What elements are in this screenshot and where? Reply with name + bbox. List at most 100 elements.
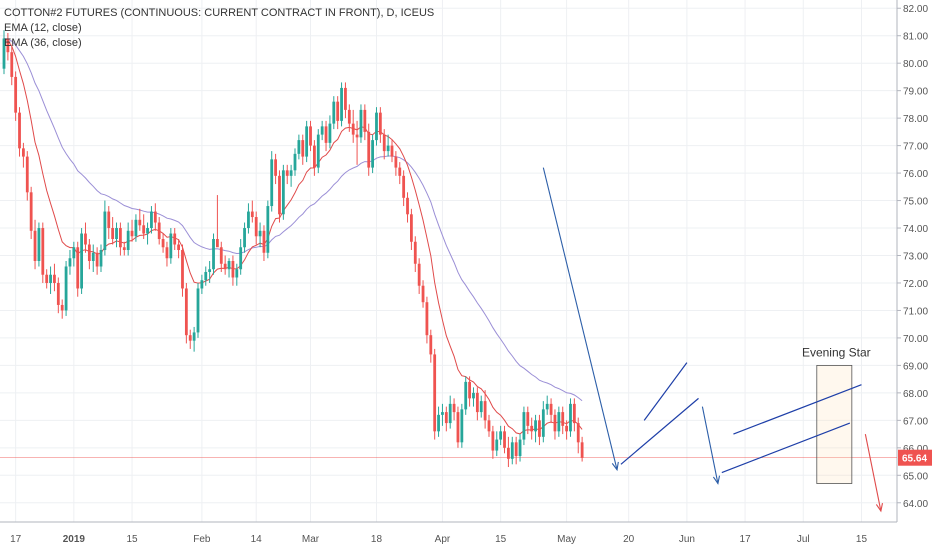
candle-body [56,282,60,305]
evening-star-label: Evening Star [802,345,871,359]
candle-body [413,241,417,264]
candle-body [80,233,83,289]
x-tick-label: 2019 [63,534,86,545]
last-price-badge [898,449,932,466]
candle-body [227,261,231,270]
candle-body [14,76,18,113]
x-tick-label: Feb [193,534,211,545]
candle-body [173,233,177,245]
chart-title: COTTON#2 FUTURES (CONTINUOUS: CURRENT CO… [4,7,435,19]
candle-body [223,263,227,270]
candle-body [394,156,398,168]
candle-body [382,134,386,152]
candle-body [483,401,487,421]
y-tick-label: 72.00 [903,279,928,290]
y-tick-label: 74.00 [903,224,928,235]
arrow-down-1-head [611,461,619,472]
candle-body [417,263,421,286]
candle-body [375,112,378,141]
candle-body [181,250,184,289]
candle-body [33,230,37,261]
candle-body [111,228,115,240]
candle-body [580,442,584,458]
candle-body [351,123,355,135]
candle-body [262,230,266,253]
candle-body [359,109,363,138]
candle-body [328,123,332,143]
y-tick-label: 68.00 [903,389,928,400]
candle-body [281,170,285,215]
x-tick-label: Apr [435,534,451,545]
y-tick-label: 81.00 [903,32,928,43]
candle-body [347,109,351,124]
candle-body [64,266,68,311]
ema-36-line [3,38,583,402]
candle-body [165,247,169,259]
candle-body [464,381,468,410]
candle-body [243,228,246,248]
candle-body [363,109,367,132]
candle-body [278,175,281,215]
legend-ema-12: EMA (12, close) [4,22,82,34]
x-tick-label: 17 [740,534,752,545]
x-tick-label: 17 [10,534,22,545]
x-tick-label: 20 [623,534,635,545]
x-tick-label: Jun [679,534,695,545]
candle-body [130,230,134,237]
candle-body [247,211,250,229]
candle-body [95,252,99,267]
candle-body [270,159,274,207]
candle-body [444,412,448,424]
candle-body [188,335,192,341]
candle-body [216,239,219,248]
candle-body [340,87,343,121]
candle-body [499,431,503,440]
candle-body [576,423,580,443]
candle-body [336,101,340,121]
candle-body [138,219,142,226]
candle-body [231,261,235,278]
candle-body [146,228,149,234]
y-tick-label: 65.00 [903,471,928,482]
y-tick-label: 73.00 [903,252,928,263]
x-tick-label: 15 [126,534,138,545]
x-tick-label: 15 [495,534,507,545]
candle-body [441,412,444,415]
candle-body [425,302,429,336]
candle-body [126,230,130,251]
x-tick-label: 15 [856,534,868,545]
candle-body [320,126,324,135]
candle-body [250,211,254,218]
candle-body [60,304,64,311]
candle-body [468,381,471,399]
candle-body [565,425,568,432]
candle-body [254,217,258,237]
candle-body [99,250,103,267]
x-tick-label: 18 [371,534,383,545]
arrow-down-2-head [712,475,721,485]
candle-body [208,269,212,272]
x-tick-label: 14 [251,534,263,545]
candle-body [41,228,45,275]
x-tick-label: Mar [302,534,320,545]
candle-body [219,247,223,264]
y-tick-label: 76.00 [903,169,928,180]
candle-body [235,269,239,278]
candle-body [429,335,433,355]
candle-body [204,271,208,281]
candle-body [84,233,87,245]
x-tick-label: Jul [797,534,810,545]
candle-body [177,244,180,251]
y-tick-label: 70.00 [903,334,928,345]
candle-body [313,145,316,168]
candle-body [514,442,518,457]
arrow-down-2 [701,406,719,484]
arrow-down-3-head [875,503,884,513]
candle-body [507,447,510,459]
y-tick-label: 82.00 [903,4,928,15]
y-tick-label: 71.00 [903,306,928,317]
candle-body [258,230,262,237]
candle-body [522,412,526,440]
candle-body [45,274,49,283]
candle-body [390,145,394,157]
